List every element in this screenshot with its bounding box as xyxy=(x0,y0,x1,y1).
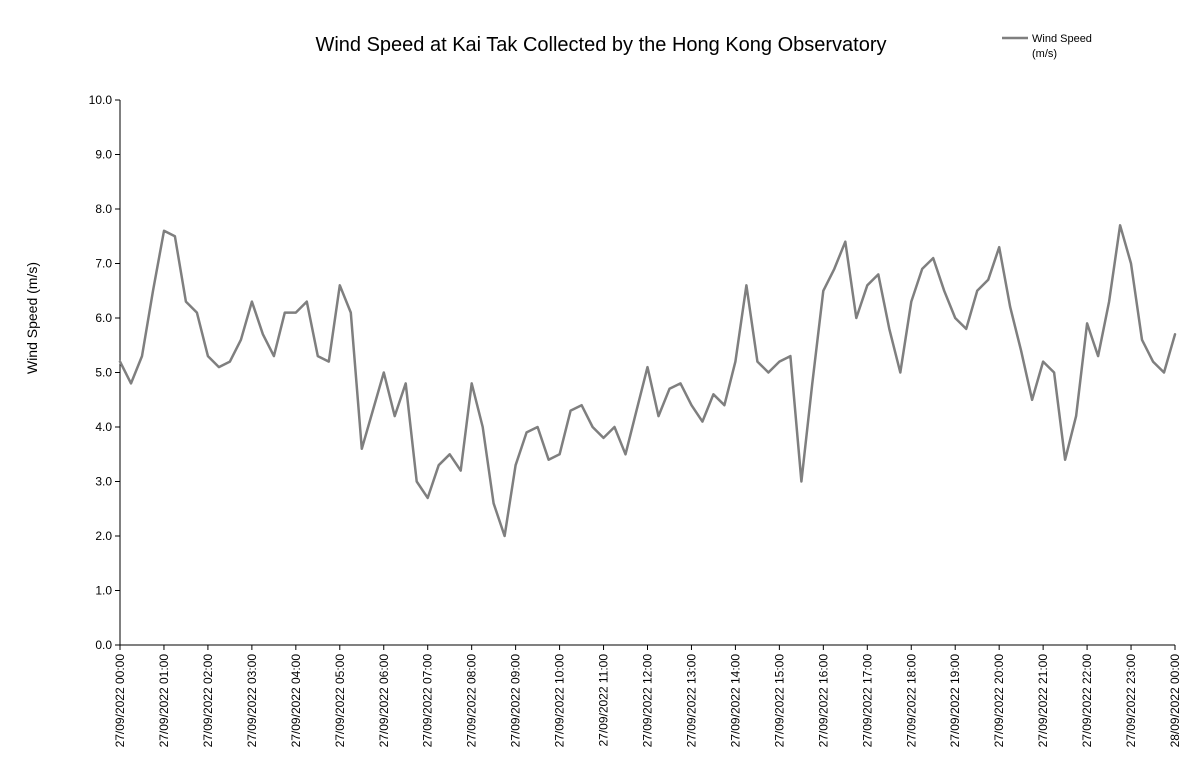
y-tick-label: 4.0 xyxy=(95,420,112,434)
x-tick-label: 27/09/2022 10:00 xyxy=(553,654,567,748)
x-tick-label: 27/09/2022 04:00 xyxy=(289,654,303,748)
x-tick-label: 27/09/2022 17:00 xyxy=(860,654,874,748)
x-tick-label: 27/09/2022 09:00 xyxy=(509,654,523,748)
y-tick-label: 8.0 xyxy=(95,202,112,216)
x-tick-label: 27/09/2022 12:00 xyxy=(641,654,655,748)
y-tick-label: 2.0 xyxy=(95,529,112,543)
legend-label: Wind Speed xyxy=(1032,33,1092,45)
x-tick-label: 27/09/2022 16:00 xyxy=(816,654,830,748)
y-tick-label: 3.0 xyxy=(95,475,112,489)
x-tick-label: 27/09/2022 07:00 xyxy=(421,654,435,748)
x-tick-label: 27/09/2022 20:00 xyxy=(992,654,1006,748)
x-tick-label: 27/09/2022 21:00 xyxy=(1036,654,1050,748)
x-tick-label: 27/09/2022 22:00 xyxy=(1080,654,1094,748)
x-tick-label: 27/09/2022 02:00 xyxy=(201,654,215,748)
x-tick-label: 27/09/2022 18:00 xyxy=(904,654,918,748)
x-tick-label: 27/09/2022 08:00 xyxy=(465,654,479,748)
chart-title: Wind Speed at Kai Tak Collected by the H… xyxy=(315,34,886,56)
x-tick-label: 27/09/2022 05:00 xyxy=(333,654,347,748)
y-axis: 0.0 1.0 2.0 3.0 4.0 5.0 6.0 7.0 8.0 9.0 10.0 xyxy=(89,93,121,652)
x-tick-label: 27/09/2022 15:00 xyxy=(772,654,786,748)
x-tick-label: 27/09/2022 13:00 xyxy=(684,654,698,748)
legend: Wind Speed (m/s) xyxy=(1002,33,1092,60)
series-line xyxy=(118,224,1177,538)
x-tick-label: 28/09/2022 00:00 xyxy=(1168,654,1182,748)
x-axis: 27/09/2022 00:00 27/09/2022 01:00 27/09/20… xyxy=(113,644,1182,748)
y-tick-label: 10.0 xyxy=(89,93,113,107)
y-tick-label: 5.0 xyxy=(95,366,112,380)
x-tick-label: 27/09/2022 06:00 xyxy=(377,654,391,748)
x-tick-label: 27/09/2022 19:00 xyxy=(948,654,962,748)
plot-area xyxy=(118,224,1177,538)
x-tick-label: 27/09/2022 23:00 xyxy=(1124,654,1138,748)
x-tick-label: 27/09/2022 11:00 xyxy=(597,654,611,747)
x-tick-label: 27/09/2022 01:00 xyxy=(157,654,171,748)
y-tick-label: 1.0 xyxy=(95,584,112,598)
y-tick-label: 7.0 xyxy=(95,257,112,271)
y-tick-label: 6.0 xyxy=(95,311,112,325)
y-axis-title: Wind Speed (m/s) xyxy=(24,262,40,374)
x-tick-label: 27/09/2022 14:00 xyxy=(728,654,742,748)
legend-label-unit: (m/s) xyxy=(1032,48,1057,60)
y-tick-label: 9.0 xyxy=(95,148,112,162)
y-tick-label: 0.0 xyxy=(95,638,112,652)
x-tick-label: 27/09/2022 03:00 xyxy=(245,654,259,748)
x-tick-label: 27/09/2022 00:00 xyxy=(113,654,127,748)
